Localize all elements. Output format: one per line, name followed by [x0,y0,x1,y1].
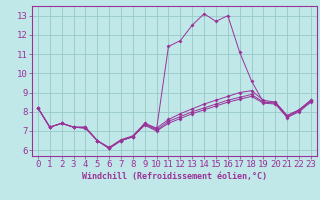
X-axis label: Windchill (Refroidissement éolien,°C): Windchill (Refroidissement éolien,°C) [82,172,267,181]
